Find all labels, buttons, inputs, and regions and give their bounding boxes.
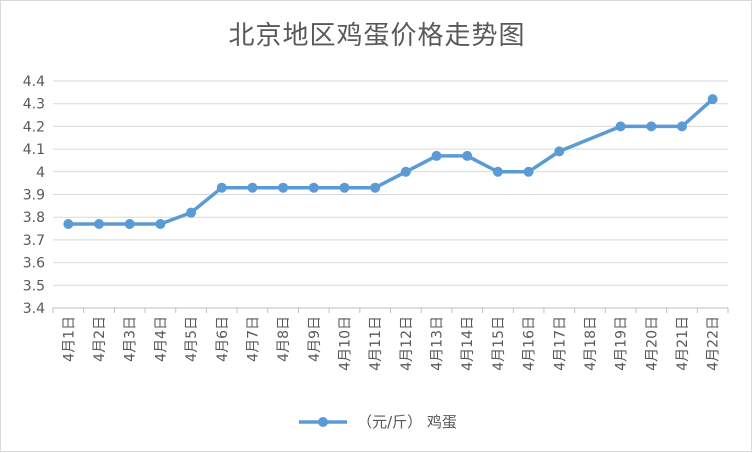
x-tick-label: 4月13日 bbox=[430, 316, 446, 371]
data-point bbox=[339, 182, 350, 193]
x-tick-label: 4月6日 bbox=[215, 316, 231, 362]
x-tick-label: 4月11日 bbox=[368, 316, 384, 371]
data-point bbox=[676, 121, 687, 132]
axes bbox=[52, 307, 729, 313]
series-egg-price bbox=[63, 94, 718, 230]
chart-title: 北京地区鸡蛋价格走势图 bbox=[228, 21, 526, 51]
y-tick-label: 3.4 bbox=[23, 301, 45, 317]
y-tick-label: 4.4 bbox=[23, 74, 45, 90]
x-tick-label: 4月12日 bbox=[399, 316, 415, 371]
y-tick-label: 3.8 bbox=[23, 210, 45, 226]
gridlines bbox=[53, 80, 728, 286]
x-tick-label: 4月14日 bbox=[460, 316, 476, 371]
data-point bbox=[462, 150, 473, 161]
data-point bbox=[370, 182, 381, 193]
data-point bbox=[308, 182, 319, 193]
data-point bbox=[400, 166, 411, 177]
x-tick-label: 4月9日 bbox=[307, 316, 323, 362]
data-point bbox=[431, 150, 442, 161]
x-tick-label: 4月1日 bbox=[61, 316, 77, 362]
x-tick-label: 4月3日 bbox=[123, 316, 139, 362]
y-tick-label: 4 bbox=[36, 165, 45, 181]
data-point bbox=[124, 219, 135, 230]
data-point bbox=[523, 166, 534, 177]
legend: （元/斤） 鸡蛋 bbox=[1, 411, 752, 432]
y-tick-label: 4.3 bbox=[23, 97, 45, 113]
data-point bbox=[94, 219, 105, 230]
y-tick-labels: 3.4 3.5 3.6 3.7 3.8 3.9 4 4.1 4.2 4.3 4.4 bbox=[23, 74, 45, 317]
data-point bbox=[492, 166, 503, 177]
x-tick-label: 4月18日 bbox=[583, 316, 599, 371]
data-point bbox=[615, 121, 626, 132]
y-tick-label: 3.9 bbox=[23, 188, 45, 204]
legend-swatch bbox=[299, 416, 348, 427]
y-tick-label: 3.5 bbox=[23, 278, 45, 294]
data-point bbox=[63, 219, 74, 230]
legend-label: （元/斤） 鸡蛋 bbox=[357, 413, 457, 431]
x-tick-label: 4月20日 bbox=[644, 316, 660, 371]
y-tick-label: 4.2 bbox=[23, 119, 45, 135]
y-tick-label: 4.1 bbox=[23, 142, 45, 158]
series-line bbox=[68, 97, 714, 226]
x-tick-label: 4月22日 bbox=[706, 316, 722, 371]
x-tick-label: 4月16日 bbox=[522, 316, 538, 371]
y-tick-label: 3.6 bbox=[23, 256, 45, 272]
x-tick-label: 4月8日 bbox=[276, 316, 292, 362]
x-tick-label: 4月15日 bbox=[491, 316, 507, 371]
x-tick-label: 4月21日 bbox=[675, 316, 691, 371]
x-tick-label: 4月2日 bbox=[92, 316, 108, 362]
data-point bbox=[247, 182, 258, 193]
data-point bbox=[155, 219, 166, 230]
x-tick-label: 4月5日 bbox=[184, 316, 200, 362]
data-point bbox=[278, 182, 289, 193]
x-tick-label: 4月7日 bbox=[245, 316, 261, 362]
data-point bbox=[646, 121, 657, 132]
x-tick-label: 4月10日 bbox=[337, 316, 353, 371]
x-tick-label: 4月19日 bbox=[614, 316, 630, 371]
data-point bbox=[554, 146, 565, 157]
y-tick-label: 3.7 bbox=[23, 233, 45, 249]
x-tick-label: 4月17日 bbox=[552, 316, 568, 371]
x-tick-labels: 4月1日 4月2日 4月3日 4月4日 4月5日 4月6日 4月7日 4月8日 4月9日 4月10… bbox=[61, 316, 721, 371]
x-tick-label: 4月4日 bbox=[153, 316, 169, 362]
data-point bbox=[186, 207, 197, 218]
data-point bbox=[707, 94, 718, 105]
data-point bbox=[216, 182, 227, 193]
